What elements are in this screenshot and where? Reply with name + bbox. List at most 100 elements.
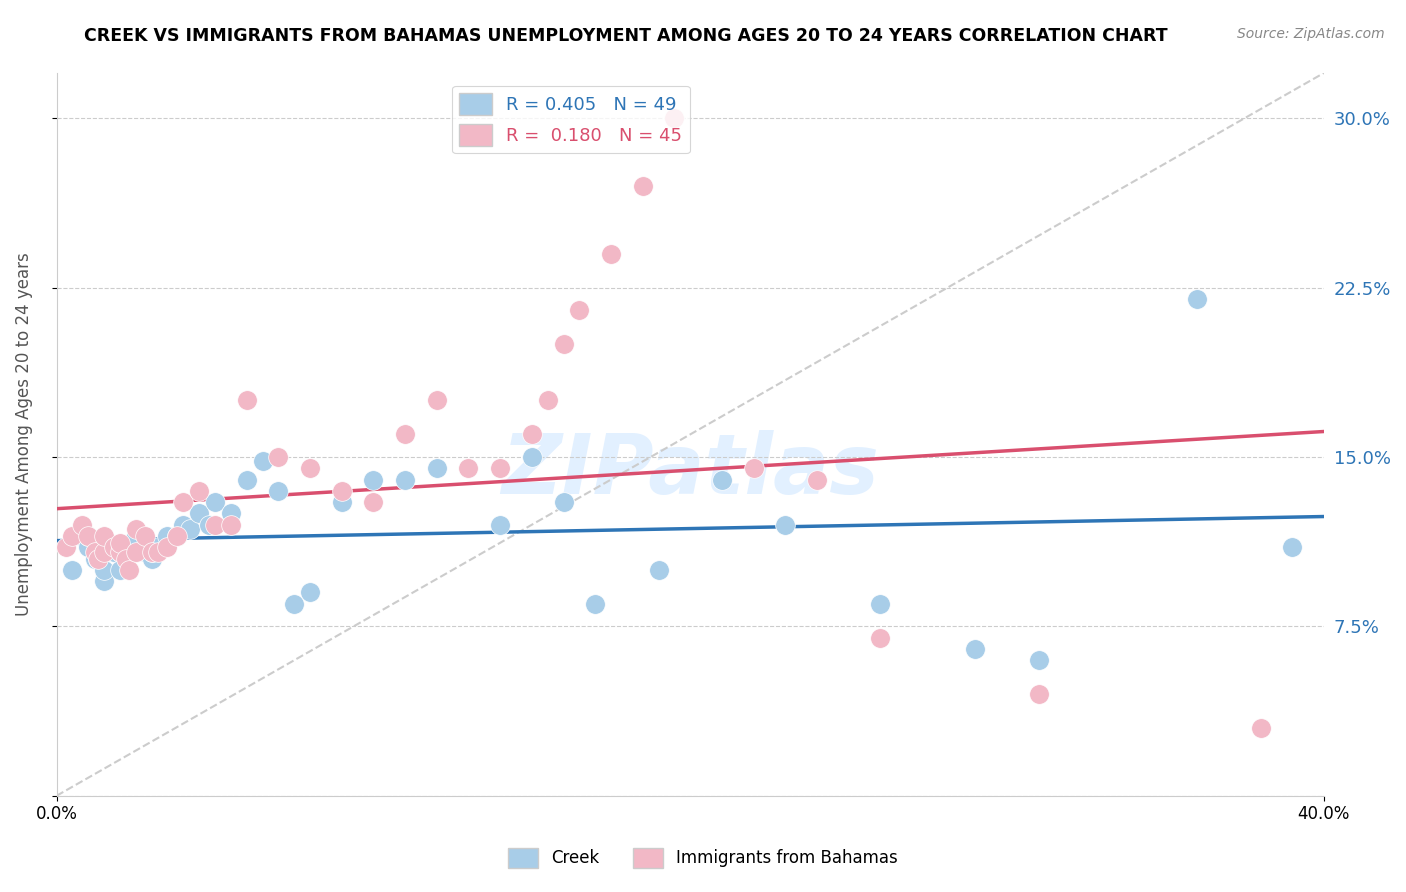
Point bbox=[87, 551, 110, 566]
Point bbox=[156, 529, 179, 543]
Point bbox=[108, 563, 131, 577]
Point bbox=[62, 529, 84, 543]
Point bbox=[520, 427, 543, 442]
Point bbox=[134, 545, 156, 559]
Point bbox=[108, 545, 131, 559]
Point bbox=[93, 529, 115, 543]
Point bbox=[166, 529, 188, 543]
Y-axis label: Unemployment Among Ages 20 to 24 years: Unemployment Among Ages 20 to 24 years bbox=[15, 252, 32, 616]
Point bbox=[83, 545, 105, 559]
Point bbox=[108, 545, 131, 559]
Point bbox=[188, 483, 211, 498]
Point bbox=[70, 529, 93, 543]
Point bbox=[77, 541, 100, 555]
Point bbox=[134, 529, 156, 543]
Point bbox=[520, 450, 543, 464]
Point bbox=[204, 517, 226, 532]
Point bbox=[363, 495, 385, 509]
Point bbox=[125, 529, 148, 543]
Point bbox=[869, 597, 891, 611]
Text: Source: ZipAtlas.com: Source: ZipAtlas.com bbox=[1237, 27, 1385, 41]
Legend: R = 0.405   N = 49, R =  0.180   N = 45: R = 0.405 N = 49, R = 0.180 N = 45 bbox=[453, 86, 689, 153]
Point bbox=[108, 536, 131, 550]
Point bbox=[363, 473, 385, 487]
Point bbox=[965, 642, 987, 657]
Text: ZIPatlas: ZIPatlas bbox=[502, 430, 879, 511]
Point bbox=[1185, 292, 1208, 306]
Point bbox=[426, 393, 449, 408]
Point bbox=[146, 545, 169, 559]
Point bbox=[600, 246, 623, 260]
Point bbox=[93, 545, 115, 559]
Point bbox=[252, 454, 274, 468]
Point bbox=[664, 111, 686, 125]
Legend: Creek, Immigrants from Bahamas: Creek, Immigrants from Bahamas bbox=[502, 841, 904, 875]
Point bbox=[156, 541, 179, 555]
Point bbox=[457, 461, 479, 475]
Point bbox=[775, 517, 797, 532]
Point bbox=[141, 545, 163, 559]
Point bbox=[299, 585, 322, 599]
Point bbox=[115, 541, 138, 555]
Point bbox=[1028, 687, 1050, 701]
Point bbox=[179, 522, 201, 536]
Point bbox=[93, 545, 115, 559]
Point bbox=[197, 517, 219, 532]
Point bbox=[172, 495, 194, 509]
Point bbox=[394, 427, 416, 442]
Point bbox=[77, 529, 100, 543]
Point bbox=[115, 551, 138, 566]
Point bbox=[330, 483, 353, 498]
Point bbox=[283, 597, 305, 611]
Point bbox=[869, 631, 891, 645]
Point bbox=[204, 495, 226, 509]
Point bbox=[299, 461, 322, 475]
Point bbox=[583, 597, 606, 611]
Point bbox=[235, 473, 257, 487]
Point bbox=[647, 563, 669, 577]
Point bbox=[330, 495, 353, 509]
Point bbox=[93, 574, 115, 589]
Point bbox=[568, 303, 591, 318]
Point bbox=[103, 545, 125, 559]
Point bbox=[426, 461, 449, 475]
Point bbox=[103, 541, 125, 555]
Point bbox=[267, 450, 290, 464]
Point bbox=[141, 551, 163, 566]
Point bbox=[125, 536, 148, 550]
Point bbox=[70, 517, 93, 532]
Point bbox=[83, 551, 105, 566]
Point bbox=[1028, 653, 1050, 667]
Point bbox=[55, 541, 77, 555]
Point bbox=[93, 563, 115, 577]
Point bbox=[172, 517, 194, 532]
Point bbox=[125, 522, 148, 536]
Point bbox=[235, 393, 257, 408]
Point bbox=[553, 495, 575, 509]
Point bbox=[125, 545, 148, 559]
Point bbox=[267, 483, 290, 498]
Point bbox=[118, 545, 141, 559]
Point bbox=[553, 337, 575, 351]
Point bbox=[219, 507, 242, 521]
Point bbox=[166, 529, 188, 543]
Point bbox=[141, 545, 163, 559]
Point bbox=[219, 517, 242, 532]
Point bbox=[489, 461, 512, 475]
Point bbox=[489, 517, 512, 532]
Point bbox=[394, 473, 416, 487]
Point bbox=[77, 529, 100, 543]
Point bbox=[742, 461, 765, 475]
Point bbox=[87, 551, 110, 566]
Point bbox=[146, 541, 169, 555]
Point bbox=[710, 473, 733, 487]
Point bbox=[631, 178, 654, 193]
Text: CREEK VS IMMIGRANTS FROM BAHAMAS UNEMPLOYMENT AMONG AGES 20 TO 24 YEARS CORRELAT: CREEK VS IMMIGRANTS FROM BAHAMAS UNEMPLO… bbox=[84, 27, 1168, 45]
Point bbox=[62, 563, 84, 577]
Point bbox=[1281, 541, 1303, 555]
Point bbox=[1250, 721, 1272, 735]
Point bbox=[537, 393, 560, 408]
Point bbox=[118, 563, 141, 577]
Point bbox=[806, 473, 828, 487]
Point bbox=[188, 507, 211, 521]
